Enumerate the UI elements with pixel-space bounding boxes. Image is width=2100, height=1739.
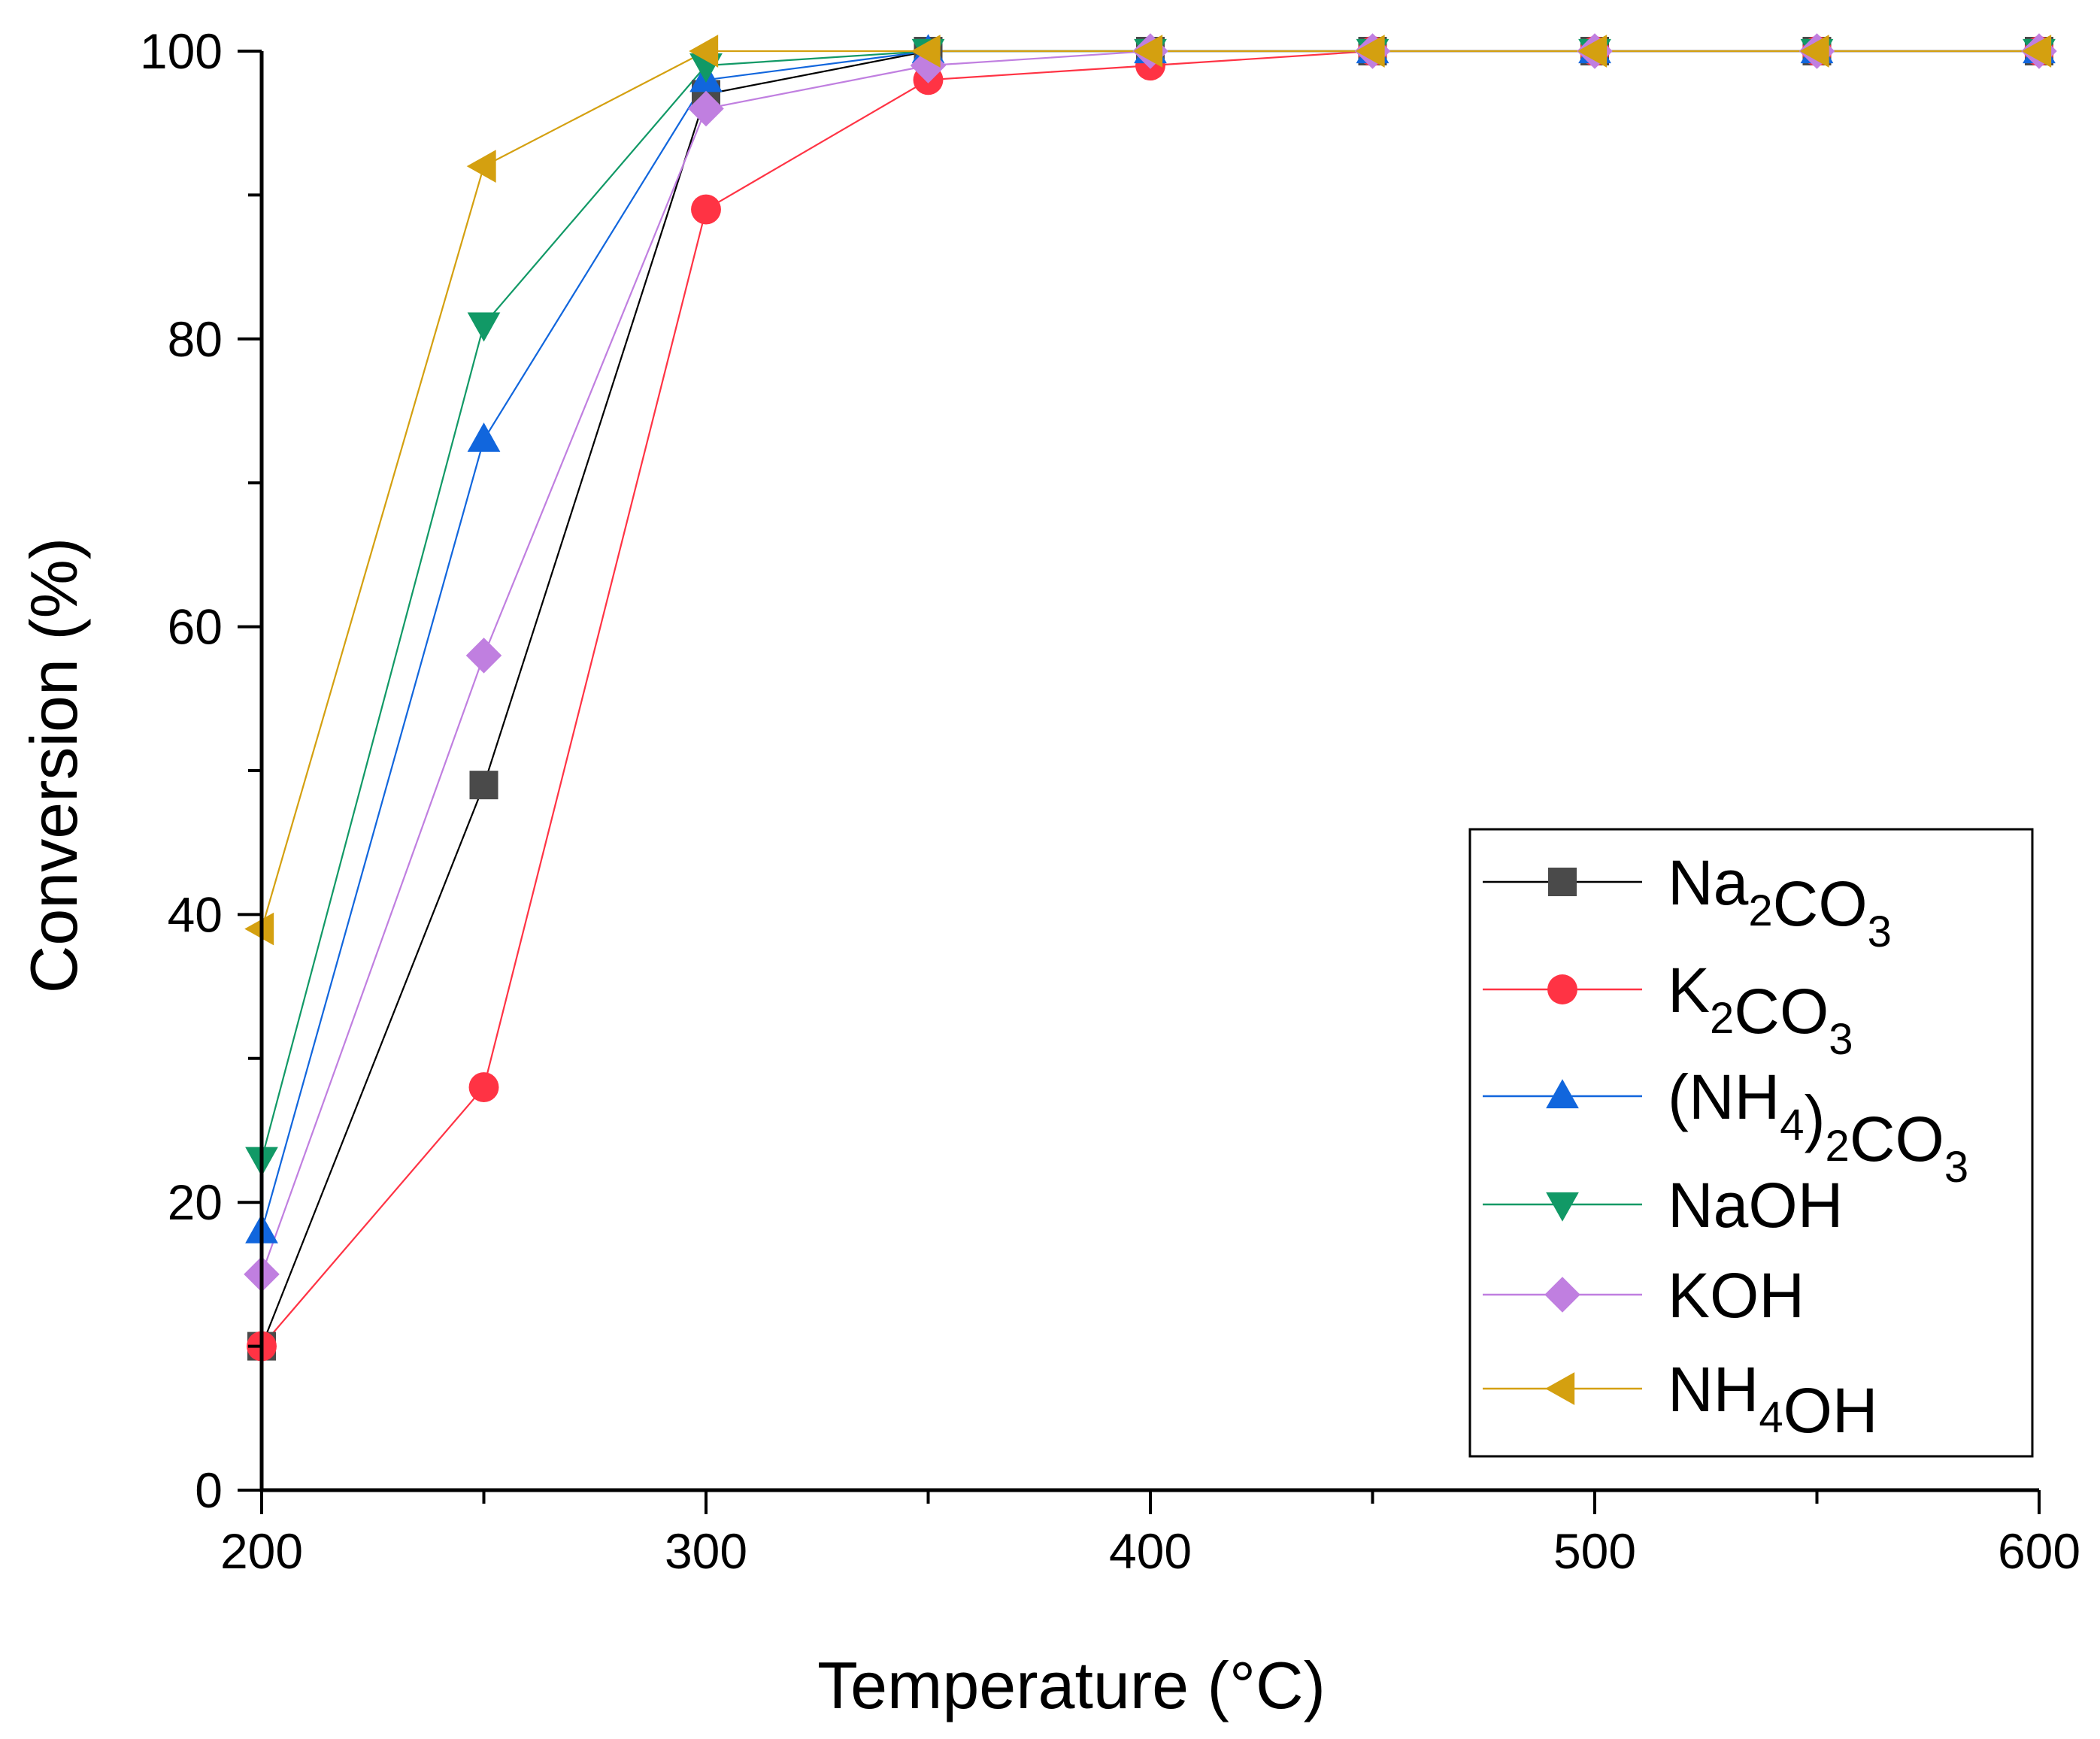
data-point-nh4oh-300: [689, 35, 719, 68]
y-tick-label: 60: [168, 599, 223, 655]
x-tick-label: 600: [1998, 1523, 2080, 1579]
legend-label-nh4-2co3: (NH4)2CO3: [1668, 1062, 1968, 1192]
data-point-nh4oh-550: [1799, 35, 1829, 68]
axes: 200 300 400 500 600 0 20 40 60 80 100: [140, 23, 2080, 1579]
y-tick-label: 100: [140, 23, 223, 79]
x-tick-label: 300: [665, 1523, 747, 1579]
data-point-nh4-2co3-250: [467, 422, 501, 452]
legend-marker-na2co3: [1548, 868, 1577, 896]
data-point-nh4oh-250: [466, 150, 496, 183]
data-point-koh-300: [688, 90, 724, 127]
legend-marker-koh: [1544, 1277, 1580, 1313]
data-point-k2co3-250: [468, 1072, 499, 1103]
data-point-nh4oh-450: [1355, 35, 1385, 68]
x-tick-label: 500: [1553, 1523, 1636, 1579]
legend-marker-nh4-2co3: [1546, 1079, 1579, 1109]
legend-label-k2co3: K2CO3: [1668, 955, 1853, 1064]
y-tick-label: 20: [168, 1174, 223, 1230]
y-tick-label: 80: [168, 311, 223, 367]
legend-label-nh4oh: NH4OH: [1668, 1354, 1878, 1446]
x-tick-label: 400: [1109, 1523, 1192, 1579]
data-point-k2co3-300: [691, 194, 721, 225]
legend-marker-nh4oh: [1545, 1372, 1575, 1405]
x-axis-title: Temperature (°C): [817, 1648, 1326, 1722]
legend-label-na2co3: Na2CO3: [1668, 847, 1892, 956]
data-point-nh4oh-200: [244, 912, 274, 946]
data-point-naoh-250: [467, 312, 501, 342]
y-tick-label: 0: [195, 1462, 223, 1518]
legend-marker-k2co3: [1547, 974, 1577, 1004]
data-point-nh4oh-500: [1577, 35, 1608, 68]
legend-label-koh: KOH: [1668, 1260, 1805, 1331]
data-point-koh-250: [465, 638, 502, 674]
data-point-nh4oh-400: [1133, 35, 1163, 68]
y-tick-label: 40: [168, 886, 223, 942]
legend-box: [1468, 828, 2034, 1458]
data-point-nh4oh-350: [911, 35, 941, 68]
data-point-nh4oh-600: [2022, 35, 2052, 68]
legend-marker-naoh: [1546, 1192, 1579, 1222]
legend-label-naoh: NaOH: [1668, 1170, 1843, 1241]
y-axis-title: Conversion (%): [17, 538, 91, 993]
series-markers: [244, 33, 2057, 1362]
data-point-na2co3-250: [469, 771, 498, 800]
series-line-nh4oh: [260, 50, 2039, 929]
x-tick-label: 200: [220, 1523, 303, 1579]
